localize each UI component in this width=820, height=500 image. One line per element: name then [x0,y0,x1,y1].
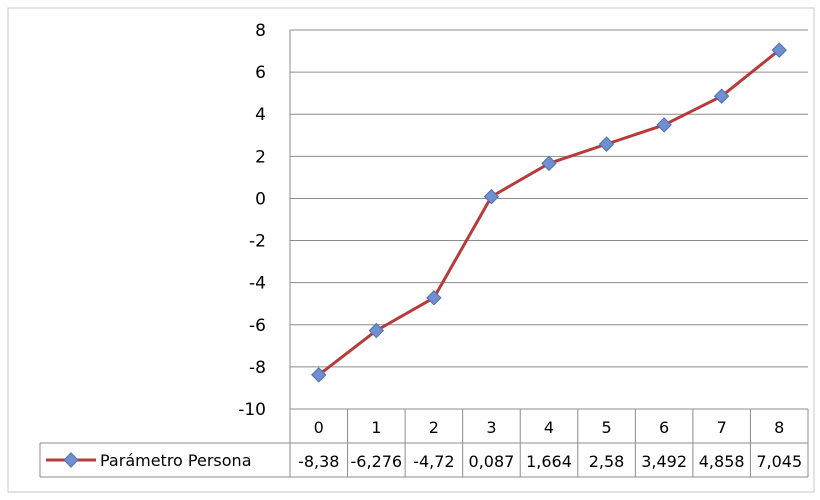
data-value-label: 7,045 [756,452,802,471]
data-point-marker [656,117,672,133]
legend-label: Parámetro Persona [100,451,252,470]
x-tick-label: 7 [717,418,727,437]
x-tick-label: 2 [429,418,439,437]
y-tick-label: 6 [255,63,266,83]
x-tick-label: 0 [314,418,324,437]
data-table: 0 -8,38 1 -6,276 2 -4,72 3 0,087 4 1,664 5 2,58 6 3,4… [39,408,809,478]
data-value-label: 1,664 [526,452,572,471]
data-point-marker [771,42,787,58]
plot-area [290,30,808,409]
y-tick-label: -4 [249,274,266,294]
y-axis-tick-labels: 8 6 4 2 0 -2 -4 -6 -8 -10 [238,21,266,420]
data-value-label: -8,38 [298,452,339,471]
data-point-marker [426,290,442,306]
data-point-marker [598,136,615,152]
y-tick-label: 8 [255,21,266,41]
series-markers [311,42,787,383]
y-tick-label: -10 [238,400,266,420]
x-tick-label: 5 [601,418,611,437]
x-tick-label: 1 [371,418,381,437]
y-tick-label: 4 [255,105,266,125]
data-value-label: 0,087 [469,452,515,471]
data-value-label: 4,858 [699,452,745,471]
legend-marker-key [63,452,79,468]
data-value-label: 2,58 [589,452,625,471]
data-point-marker [541,155,557,172]
data-value-label: -6,276 [351,452,403,471]
data-point-marker [368,322,385,339]
y-tick-label: -6 [249,316,266,336]
data-point-marker [311,367,327,383]
x-tick-label: 6 [659,418,669,437]
x-tick-label: 4 [544,418,554,437]
y-tick-label: -8 [249,358,266,378]
data-point-marker [713,88,730,104]
y-tick-label: 2 [255,147,266,167]
y-tick-label: 0 [255,189,266,209]
data-value-label: 3,492 [641,452,687,471]
x-tick-label: 3 [486,418,496,437]
y-tick-label: -2 [249,232,266,252]
data-value-label: -4,72 [413,452,454,471]
x-tick-label: 8 [774,418,784,437]
data-point-marker [483,188,500,205]
